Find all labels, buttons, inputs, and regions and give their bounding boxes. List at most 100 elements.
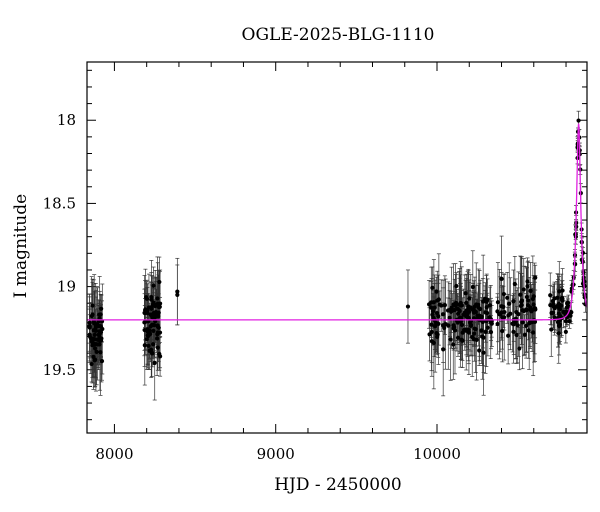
data-point — [501, 291, 506, 297]
data-point — [525, 279, 530, 284]
data-point — [519, 299, 524, 305]
data-point — [481, 350, 486, 355]
data-point — [511, 322, 516, 327]
data-point — [429, 329, 434, 334]
data-point — [495, 321, 500, 327]
data-point — [479, 328, 484, 333]
data-point — [525, 284, 530, 289]
data-point — [500, 328, 505, 334]
data-point — [533, 307, 538, 312]
data-point — [501, 304, 506, 309]
chart-title: OGLE-2025-BLG-1110 — [242, 25, 435, 45]
data-point — [449, 305, 454, 310]
y-tick-label: 18.5 — [43, 194, 76, 212]
data-point — [506, 333, 511, 338]
data-point — [429, 305, 434, 310]
data-point — [557, 322, 562, 327]
data-point — [448, 337, 453, 342]
data-point — [445, 308, 451, 313]
plot-frame — [86, 61, 588, 434]
y-tick-label: 19 — [57, 278, 76, 296]
data-point — [483, 329, 488, 334]
data-point — [567, 319, 572, 324]
data-point — [97, 342, 102, 347]
data-point — [92, 337, 97, 342]
data-point — [477, 313, 482, 318]
data-point — [155, 332, 160, 337]
data-point — [453, 303, 458, 308]
data-point — [97, 323, 102, 329]
data-point — [463, 291, 468, 296]
data-point — [142, 343, 147, 348]
data-point — [430, 309, 436, 314]
data-point — [457, 315, 463, 320]
data-point — [93, 325, 98, 330]
data-point — [511, 299, 516, 304]
data-point — [467, 296, 472, 301]
data-point — [92, 346, 98, 351]
data-point — [548, 293, 553, 298]
model-curve — [87, 123, 588, 321]
data-point — [461, 312, 467, 317]
x-axis-label: HJD - 2450000 — [274, 475, 402, 495]
data-point — [429, 300, 434, 305]
data-point — [528, 320, 533, 325]
data-point — [552, 306, 557, 311]
data-point — [483, 310, 488, 315]
data-point — [430, 285, 435, 290]
data-point — [90, 312, 95, 317]
data-point — [150, 351, 155, 356]
data-point — [466, 327, 471, 332]
data-point — [522, 332, 527, 337]
data-point — [431, 340, 436, 345]
data-point — [441, 347, 446, 352]
data-point — [455, 335, 461, 340]
data-point — [89, 361, 94, 367]
data-point — [436, 314, 441, 319]
data-point — [485, 325, 490, 330]
data-point — [472, 331, 477, 336]
data-point — [552, 296, 557, 301]
data-point — [525, 303, 531, 308]
data-point — [98, 350, 103, 355]
data-point — [155, 345, 160, 350]
data-point — [454, 283, 459, 289]
data-point — [442, 303, 447, 308]
data-point — [155, 324, 160, 329]
data-point — [405, 304, 411, 309]
data-point — [476, 302, 481, 307]
y-tick-label: 19.5 — [43, 361, 76, 379]
data-point — [507, 301, 512, 306]
data-points — [87, 118, 588, 367]
data-point — [498, 312, 503, 317]
data-point — [580, 250, 586, 255]
data-point — [515, 323, 520, 328]
data-point — [99, 359, 105, 364]
data-point — [87, 320, 92, 325]
data-point — [93, 328, 98, 333]
data-point — [435, 334, 440, 339]
data-point — [532, 319, 538, 324]
data-point — [531, 302, 536, 307]
data-point — [487, 315, 492, 320]
data-point — [548, 303, 553, 308]
data-point — [556, 311, 561, 316]
data-point — [474, 337, 479, 343]
data-point — [157, 304, 162, 309]
data-point — [142, 327, 147, 333]
data-point — [555, 304, 561, 309]
data-point — [88, 335, 93, 341]
data-point — [512, 281, 517, 287]
data-point — [511, 329, 516, 334]
data-point — [521, 287, 526, 292]
data-point — [151, 342, 156, 347]
data-point — [149, 297, 154, 302]
data-point — [499, 276, 504, 281]
data-point — [437, 302, 442, 307]
data-point — [526, 328, 531, 333]
data-point — [443, 322, 448, 327]
data-point — [434, 289, 439, 294]
data-point — [93, 341, 99, 347]
data-point — [516, 312, 521, 317]
data-point — [533, 275, 538, 280]
